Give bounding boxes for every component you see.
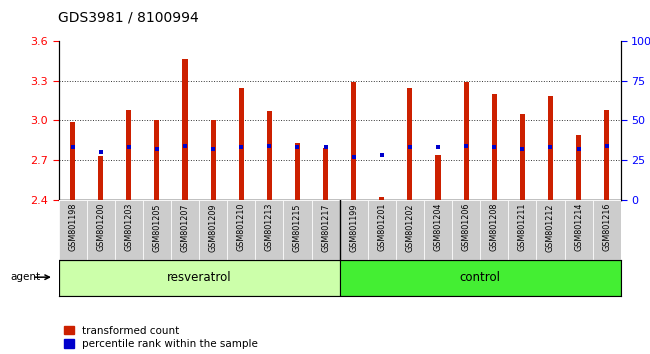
Bar [520,114,525,200]
Bar [183,59,188,200]
Bar [70,122,75,200]
Text: GSM801213: GSM801213 [265,203,274,251]
Bar [368,200,396,260]
Bar [396,200,424,260]
Text: GSM801204: GSM801204 [434,203,443,251]
Bar [452,200,480,260]
Bar [339,200,368,260]
Bar [58,200,86,260]
Text: GSM801209: GSM801209 [209,203,218,252]
Bar [379,198,384,200]
Bar [339,260,621,296]
Bar [143,200,171,260]
Bar [480,200,508,260]
Bar [154,120,159,200]
Bar [436,155,441,200]
Text: GSM801212: GSM801212 [546,203,555,252]
Text: GSM801211: GSM801211 [518,203,527,251]
Bar [58,260,339,296]
Text: GSM801215: GSM801215 [293,203,302,252]
Text: GSM801205: GSM801205 [152,203,161,252]
Bar [115,200,143,260]
Bar [548,96,553,200]
Legend: transformed count, percentile rank within the sample: transformed count, percentile rank withi… [64,326,258,349]
Bar [604,110,609,200]
Bar [564,200,593,260]
Bar [463,82,469,200]
Bar [239,88,244,200]
Bar [593,200,621,260]
Text: GSM801203: GSM801203 [124,203,133,251]
Text: agent: agent [10,272,41,282]
Bar [283,200,311,260]
Text: GSM801202: GSM801202 [406,203,415,252]
Bar [311,200,340,260]
Text: GSM801206: GSM801206 [462,203,471,251]
Bar [323,148,328,200]
Bar [351,82,356,200]
Bar [126,110,131,200]
Text: GSM801217: GSM801217 [321,203,330,252]
Bar [227,200,255,260]
Text: control: control [460,272,500,284]
Bar [199,200,228,260]
Bar [408,88,413,200]
Bar [424,200,452,260]
Text: GSM801199: GSM801199 [349,203,358,252]
Text: GDS3981 / 8100994: GDS3981 / 8100994 [58,11,200,25]
Text: GSM801210: GSM801210 [237,203,246,251]
Text: GSM801216: GSM801216 [602,203,611,251]
Bar [508,200,536,260]
Bar [491,94,497,200]
Bar [98,156,103,200]
Text: GSM801207: GSM801207 [181,203,190,252]
Text: GSM801198: GSM801198 [68,203,77,251]
Bar [86,200,115,260]
Bar [255,200,283,260]
Bar [211,120,216,200]
Bar [171,200,199,260]
Bar [576,135,581,200]
Text: GSM801201: GSM801201 [377,203,386,251]
Text: GSM801214: GSM801214 [574,203,583,251]
Bar [295,143,300,200]
Text: resveratrol: resveratrol [167,272,231,284]
Bar [266,111,272,200]
Bar [536,200,564,260]
Text: GSM801208: GSM801208 [489,203,499,251]
Text: GSM801200: GSM801200 [96,203,105,251]
